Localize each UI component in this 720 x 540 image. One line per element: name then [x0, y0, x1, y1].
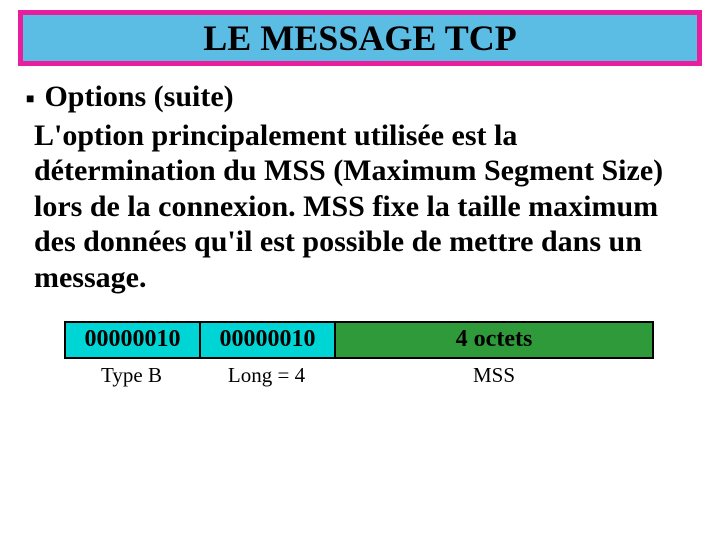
title-box: LE MESSAGE TCP: [18, 10, 702, 66]
diagram-wrap: 00000010 00000010 4 octets Type B Long =…: [64, 321, 694, 388]
bullet-heading-row: ■ Options (suite): [26, 80, 694, 114]
body-paragraph: L'option principalement utilisée est la …: [34, 118, 694, 295]
diagram-cell-data: 4 octets: [336, 323, 652, 357]
mss-option-diagram: 00000010 00000010 4 octets: [64, 321, 654, 359]
label-mss: MSS: [334, 363, 654, 388]
content-area: ■ Options (suite) L'option principalemen…: [18, 66, 702, 388]
bullet-icon: ■: [26, 92, 34, 108]
label-type: Type B: [64, 363, 199, 388]
page-title: LE MESSAGE TCP: [33, 17, 687, 59]
section-heading: Options (suite): [44, 80, 233, 114]
diagram-cell-length: 00000010: [201, 323, 336, 357]
label-length: Long = 4: [199, 363, 334, 388]
diagram-labels: Type B Long = 4 MSS: [64, 363, 654, 388]
diagram-cell-type: 00000010: [66, 323, 201, 357]
